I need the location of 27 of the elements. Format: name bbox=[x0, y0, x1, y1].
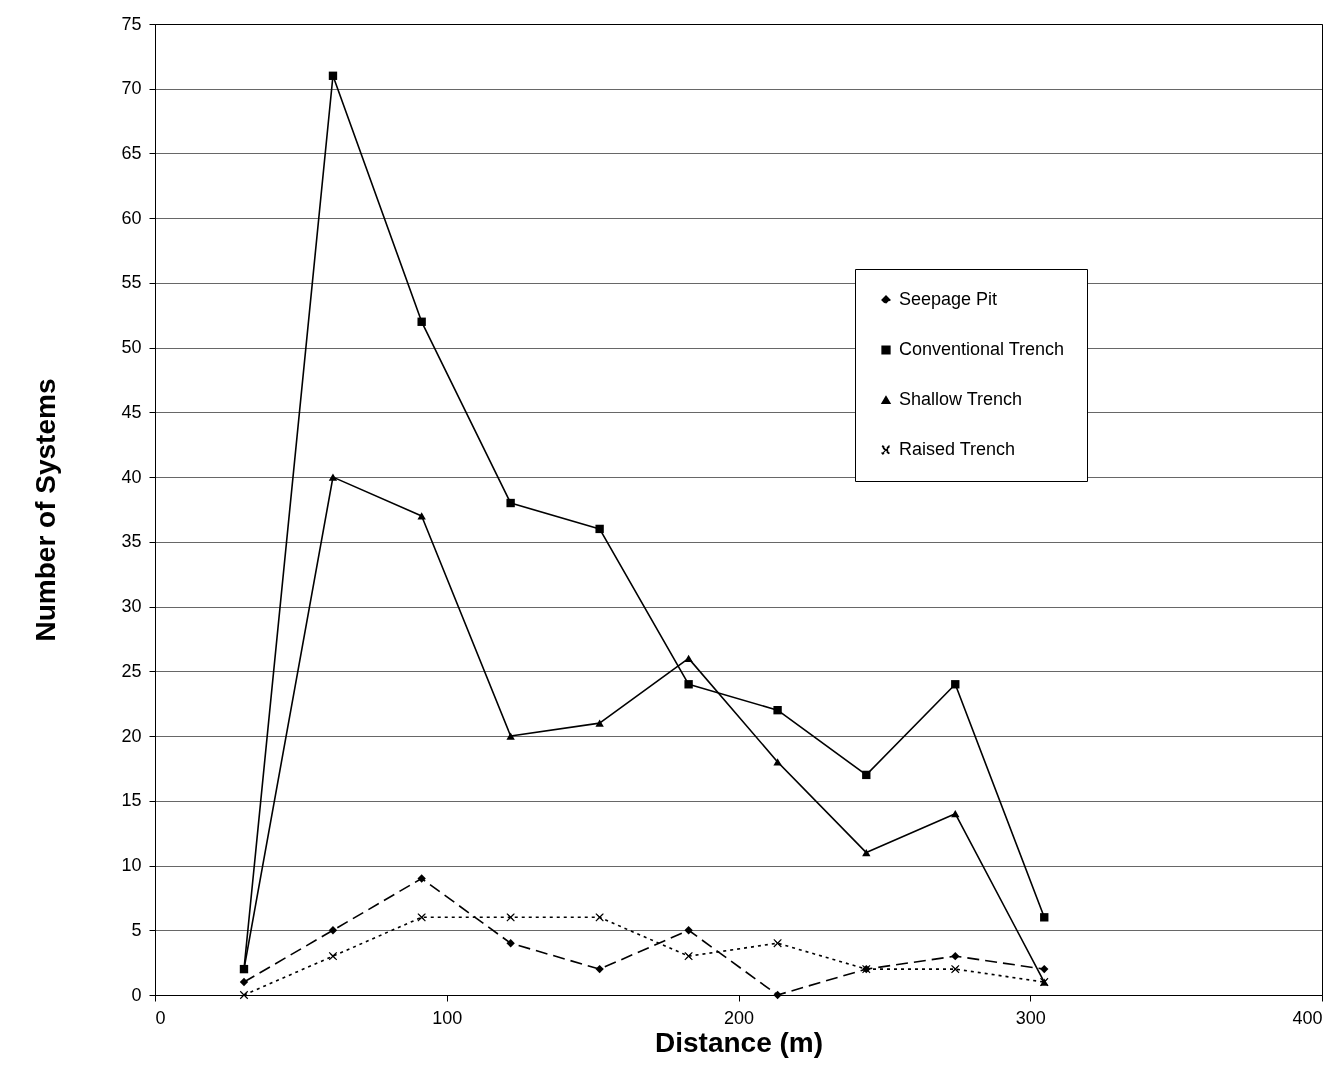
y-tick-label: 70 bbox=[121, 78, 142, 99]
y-tick-label: 25 bbox=[121, 660, 142, 681]
y-tick-label: 35 bbox=[121, 531, 142, 552]
x-tick-label: 300 bbox=[1015, 1007, 1046, 1028]
y-tick-label: 65 bbox=[121, 142, 142, 163]
y-tick-label: 75 bbox=[121, 13, 142, 34]
y-tick-label: 15 bbox=[121, 790, 142, 811]
legend-label: Raised Trench bbox=[899, 439, 1016, 459]
legend-label: Shallow Trench bbox=[899, 389, 1023, 409]
y-tick-label: 45 bbox=[121, 401, 142, 422]
x-tick-label: 200 bbox=[723, 1007, 755, 1028]
x-tick-label: 400 bbox=[1292, 1007, 1323, 1028]
x-tick-label: 0 bbox=[155, 1007, 166, 1028]
y-tick-label: 10 bbox=[121, 855, 142, 876]
y-tick-label: 40 bbox=[121, 466, 142, 487]
y-tick-label: 30 bbox=[121, 596, 142, 617]
legend-label: Seepage Pit bbox=[899, 289, 998, 309]
y-tick-label: 20 bbox=[121, 725, 142, 746]
y-tick-label: 60 bbox=[121, 207, 142, 228]
x-tick-label: 100 bbox=[432, 1007, 463, 1028]
legend-label: Conventional Trench bbox=[899, 339, 1065, 359]
y-tick-label: 50 bbox=[121, 337, 142, 358]
y-tick-label: 55 bbox=[121, 272, 142, 293]
y-tick-label: 0 bbox=[131, 984, 142, 1005]
x-axis-title: Distance (m) bbox=[654, 1026, 824, 1058]
y-tick-label: 5 bbox=[131, 919, 142, 940]
y-axis-title: Number of Systems bbox=[30, 378, 62, 642]
